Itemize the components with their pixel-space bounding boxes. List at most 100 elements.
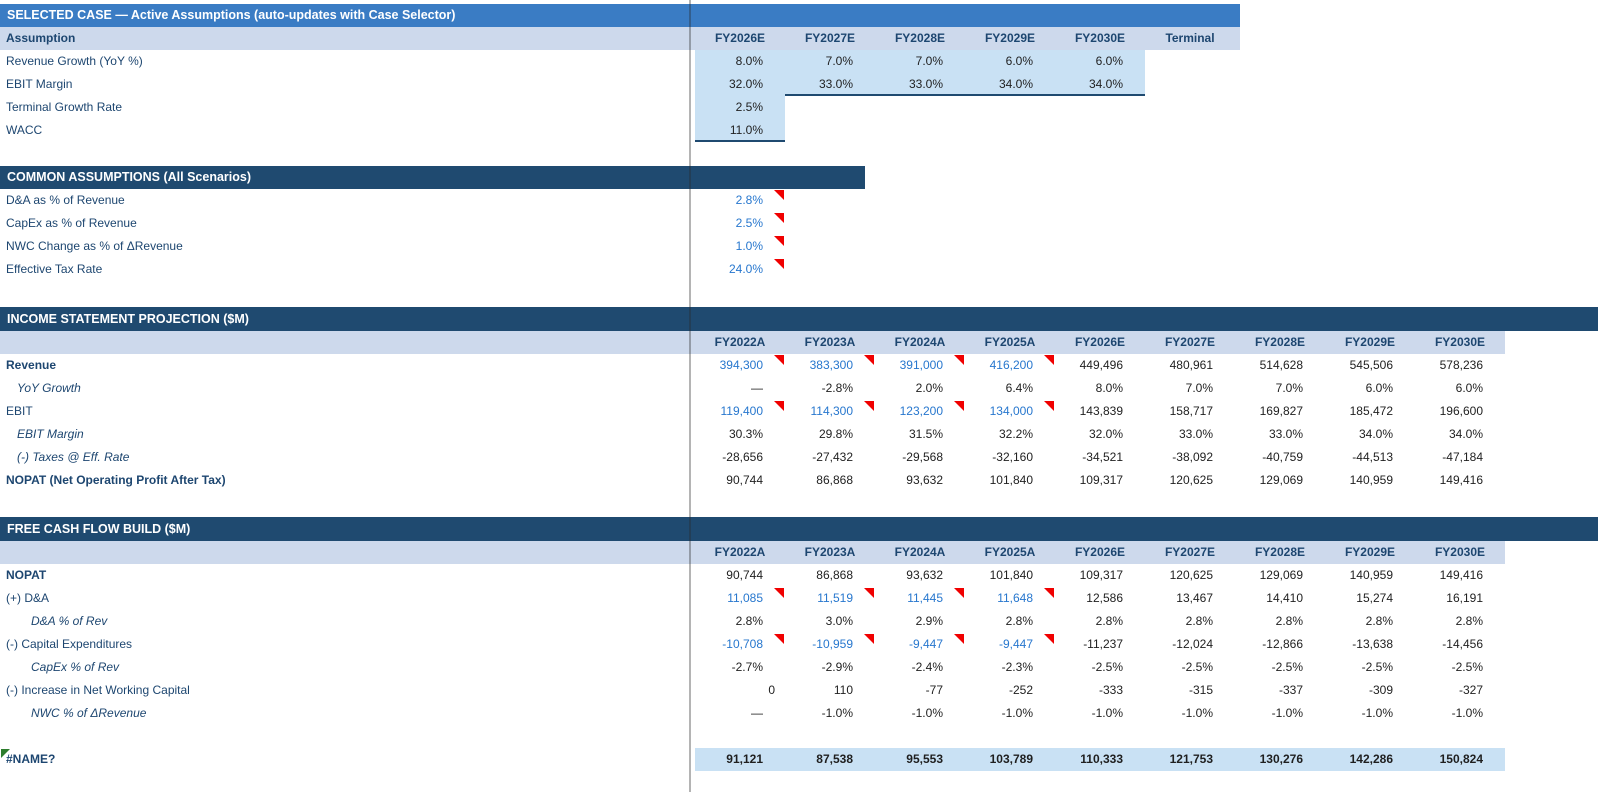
cell[interactable]: 11,085 [695, 587, 785, 610]
row-label[interactable]: EBIT Margin [17, 427, 84, 441]
cell[interactable]: 34.0% [1448, 427, 1483, 441]
row-label[interactable]: CapEx as % of Revenue [6, 216, 137, 230]
cell[interactable]: -77 [925, 683, 943, 697]
cell[interactable]: -2.3% [1001, 660, 1033, 674]
cell[interactable]: 6.0% [965, 50, 1055, 73]
cell[interactable]: 103,789 [965, 748, 1055, 771]
row-label[interactable]: NWC Change as % of ΔRevenue [6, 239, 183, 253]
cell[interactable]: 86,868 [816, 473, 853, 487]
cell[interactable] [1145, 119, 1235, 142]
cell[interactable]: 13,467 [1176, 591, 1213, 605]
cell[interactable]: -1.0% [1271, 706, 1303, 720]
cell[interactable]: 87,538 [785, 748, 875, 771]
cell[interactable]: 130,276 [1235, 748, 1325, 771]
cell[interactable]: 123,200 [875, 400, 965, 423]
col-header[interactable]: FY2023A [804, 335, 856, 349]
cell[interactable]: 11,648 [965, 587, 1055, 610]
cell[interactable]: -309 [1368, 683, 1393, 697]
col-header[interactable]: FY2026E [714, 31, 766, 45]
cell[interactable]: -10,708 [695, 633, 785, 656]
col-header[interactable]: FY2027E [1164, 545, 1216, 559]
cell[interactable]: -252 [1008, 683, 1033, 697]
cell[interactable]: 8.0% [1095, 381, 1123, 395]
cell[interactable]: 2.5% [695, 96, 785, 119]
row-label[interactable]: WACC [6, 123, 43, 137]
cell[interactable]: 34.0% [965, 73, 1055, 96]
cell[interactable]: 11,519 [785, 587, 875, 610]
row-label[interactable]: Terminal Growth Rate [6, 100, 123, 114]
col-header[interactable]: FY2027E [804, 31, 856, 45]
corner-header-blank[interactable] [0, 541, 695, 564]
cell[interactable] [1145, 96, 1235, 119]
row-label[interactable]: (-) Increase in Net Working Capital [6, 683, 190, 697]
cell[interactable]: 196,600 [1439, 404, 1483, 418]
cell[interactable]: -13,638 [1352, 637, 1393, 651]
cell[interactable] [785, 96, 875, 119]
row-label[interactable]: D&A % of Rev [31, 614, 108, 628]
cell[interactable]: 6.0% [1365, 381, 1393, 395]
cell[interactable]: -27,432 [812, 450, 853, 464]
section-header-free-cash-flow[interactable]: FREE CASH FLOW BUILD ($M) [0, 517, 1598, 541]
cell[interactable]: 120,625 [1169, 473, 1213, 487]
cell[interactable]: -1.0% [1451, 706, 1483, 720]
cell[interactable]: 143,839 [1079, 404, 1123, 418]
cell[interactable]: -38,092 [1172, 450, 1213, 464]
cell[interactable]: -2.9% [821, 660, 853, 674]
cell[interactable]: 110 [833, 683, 853, 697]
col-header[interactable]: FY2027E [1164, 335, 1216, 349]
cell[interactable]: 134,000 [965, 400, 1055, 423]
cell[interactable]: -1.0% [821, 706, 853, 720]
cell[interactable]: 6.0% [1455, 381, 1483, 395]
cell[interactable]: 3.0% [825, 614, 853, 628]
row-label[interactable]: (+) D&A [6, 591, 50, 605]
col-header[interactable]: FY2025A [984, 545, 1036, 559]
cell[interactable]: 383,300 [785, 354, 875, 377]
cell[interactable]: -47,184 [1442, 450, 1483, 464]
cell[interactable] [1145, 50, 1235, 73]
cell[interactable]: 416,200 [965, 354, 1055, 377]
cell[interactable]: 149,416 [1439, 473, 1483, 487]
col-header[interactable]: Terminal [1165, 31, 1215, 45]
cell[interactable]: -11,237 [1083, 637, 1123, 651]
cell[interactable]: — [751, 381, 763, 395]
col-header[interactable]: FY2029E [1344, 545, 1396, 559]
cell[interactable]: 14,410 [1266, 591, 1303, 605]
cell[interactable]: 33.0% [1268, 427, 1303, 441]
cell[interactable]: -32,160 [992, 450, 1033, 464]
cell[interactable]: 93,632 [906, 473, 943, 487]
cell[interactable] [875, 96, 965, 119]
corner-header-blank[interactable] [0, 331, 695, 354]
cell[interactable]: 185,472 [1349, 404, 1393, 418]
cell[interactable]: -2.5% [1361, 660, 1393, 674]
cell[interactable]: 90,744 [726, 473, 763, 487]
row-label[interactable]: (-) Taxes @ Eff. Rate [17, 450, 130, 464]
cell[interactable]: 2.8% [1005, 614, 1033, 628]
section-header-selected-case[interactable]: SELECTED CASE — Active Assumptions (auto… [0, 4, 1240, 27]
cell[interactable]: -2.7% [731, 660, 763, 674]
cell[interactable]: 129,069 [1259, 568, 1303, 582]
row-label[interactable]: YoY Growth [17, 381, 81, 395]
cell[interactable]: 150,824 [1415, 748, 1505, 771]
cell[interactable]: 140,959 [1349, 473, 1393, 487]
cell[interactable]: 2.8% [735, 614, 763, 628]
cell[interactable]: 7.0% [1185, 381, 1213, 395]
cell[interactable] [965, 119, 1055, 142]
cell[interactable]: 7.0% [875, 50, 965, 73]
cell[interactable]: 169,827 [1259, 404, 1303, 418]
cell[interactable]: 142,286 [1325, 748, 1415, 771]
cell[interactable]: -337 [1278, 683, 1303, 697]
col-header[interactable]: FY2030E [1434, 545, 1486, 559]
cell[interactable]: 31.5% [908, 427, 943, 441]
cell[interactable]: -333 [1098, 683, 1123, 697]
cell[interactable]: 2.0% [915, 381, 943, 395]
cell[interactable]: 15,274 [1356, 591, 1393, 605]
cell[interactable]: 2.8% [1095, 614, 1123, 628]
col-header[interactable]: FY2030E [1434, 335, 1486, 349]
cell[interactable]: — [751, 706, 763, 720]
section-header-income-statement[interactable]: INCOME STATEMENT PROJECTION ($M) [0, 307, 1598, 331]
cell[interactable]: -34,521 [1082, 450, 1123, 464]
col-header[interactable]: FY2025A [984, 335, 1036, 349]
col-header[interactable]: FY2023A [804, 545, 856, 559]
cell[interactable]: -12,866 [1262, 637, 1303, 651]
col-header[interactable]: FY2030E [1074, 31, 1126, 45]
